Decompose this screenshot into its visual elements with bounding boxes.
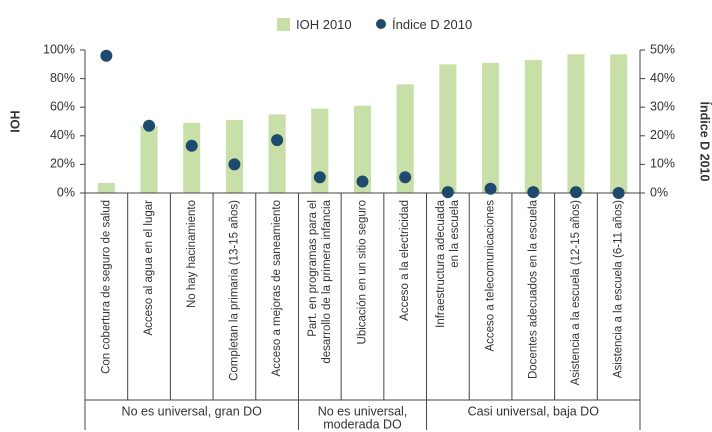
category-label: Ubicación en un sitio seguro xyxy=(357,200,369,344)
category-label: Asistencia a la escuela (12-15 años) xyxy=(570,200,582,386)
y-right-tick-label: 30% xyxy=(650,99,675,113)
bar xyxy=(140,125,158,193)
y-left-axis-title: IOH xyxy=(8,110,22,132)
legend-label-ioh: IOH 2010 xyxy=(296,16,352,32)
category-label: Completan la primaria (13-15 años) xyxy=(228,200,240,381)
bar xyxy=(567,54,585,193)
category-label: Asistencia a la escuela (6-11 años) xyxy=(613,200,625,378)
y-left-tick-label: 100% xyxy=(43,42,75,56)
category-label: Acceso a la electricidad xyxy=(399,200,411,321)
dot xyxy=(313,171,326,184)
y-right-tick-label: 10% xyxy=(650,157,675,171)
category-label: Docentes adecuados en la escuela xyxy=(527,199,539,379)
category-label: Acceso al agua en el lugar xyxy=(143,200,155,336)
y-left-tick-label: 80% xyxy=(50,71,75,85)
category-label: Con cobertura de seguro de salud xyxy=(100,200,112,374)
legend-item-indice-d: Índice D 2010 xyxy=(376,14,472,34)
group-label: No es universal, gran DO xyxy=(122,404,263,418)
dot xyxy=(484,182,497,195)
bar xyxy=(439,64,457,193)
y-left-tick-label: 60% xyxy=(50,99,75,113)
dot xyxy=(228,158,241,171)
dot xyxy=(143,119,156,132)
group-label: Casi universal, baja DO xyxy=(468,404,600,418)
dot xyxy=(569,186,582,199)
group-label: No es universal, xyxy=(318,404,408,418)
bar xyxy=(311,108,329,193)
bar xyxy=(482,62,500,194)
chart-legend: IOH 2010 Índice D 2010 xyxy=(0,14,712,34)
category-label: desarrollo de la primera infancia xyxy=(321,199,333,363)
dot xyxy=(399,171,412,184)
category-label: Infraestructura adecuada xyxy=(435,199,447,327)
dot xyxy=(356,175,369,188)
bar xyxy=(225,120,243,193)
legend-dot-indice-d xyxy=(376,19,386,29)
bar xyxy=(183,122,201,193)
y-left-tick-label: 40% xyxy=(50,128,75,142)
category-label: No hay hacinamiento xyxy=(186,200,198,308)
group-label: moderada DO xyxy=(323,417,402,431)
bar xyxy=(97,182,115,193)
dot xyxy=(441,186,454,199)
category-label: Acceso a telecomunicaciones xyxy=(485,200,497,352)
legend-label-indice-d: Índice D 2010 xyxy=(392,16,473,32)
y-left-tick-label: 0% xyxy=(57,185,75,199)
y-left-tick-label: 20% xyxy=(50,157,75,171)
bar xyxy=(353,105,372,193)
legend-swatch-ioh xyxy=(277,17,290,31)
dot xyxy=(612,187,625,199)
y-right-axis-title: Índice D 2010 xyxy=(698,102,712,182)
category-label: Acceso a mejoras de saneamiento xyxy=(271,200,283,376)
legend-item-ioh: IOH 2010 xyxy=(277,14,352,34)
dot xyxy=(527,186,540,199)
dot xyxy=(100,49,113,62)
y-right-tick-label: 40% xyxy=(650,71,675,85)
y-right-tick-label: 50% xyxy=(650,42,675,56)
bar xyxy=(396,84,414,193)
bar xyxy=(524,60,542,194)
category-label: en la escuela xyxy=(449,199,461,267)
y-right-tick-label: 20% xyxy=(650,128,675,142)
bar xyxy=(610,54,628,193)
category-label: Part. en programas para el xyxy=(307,200,319,337)
dot xyxy=(271,134,284,147)
dot xyxy=(185,139,198,152)
y-right-tick-label: 0% xyxy=(650,185,668,199)
bar xyxy=(268,114,286,193)
